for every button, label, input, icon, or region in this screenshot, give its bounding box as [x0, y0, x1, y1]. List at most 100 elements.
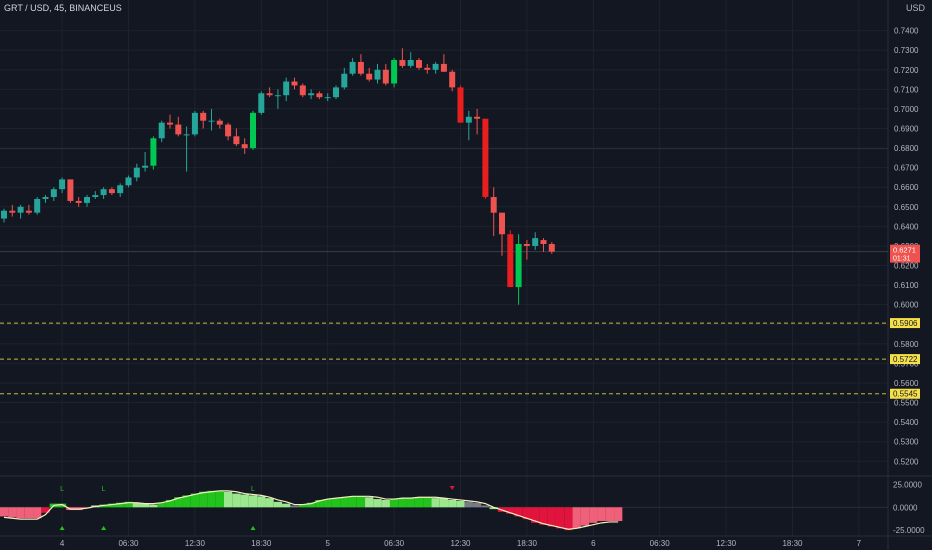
candle-body: [532, 238, 539, 246]
candle-body: [490, 197, 497, 213]
oscillator-bar: [398, 498, 407, 508]
price-tick-label: 0.6100: [894, 281, 919, 290]
candle-body: [158, 122, 165, 139]
oscillator-bar: [522, 507, 532, 520]
candle-body: [258, 93, 265, 113]
oscillator-bar: [365, 497, 374, 508]
countdown-label: 01:31: [893, 256, 911, 263]
oscillator-bar: [423, 497, 432, 508]
price-tick-label: 0.5600: [894, 379, 919, 388]
price-tick-label: 0.6400: [894, 222, 919, 231]
candle-body: [399, 60, 406, 66]
short-marker-arrow: [449, 486, 455, 490]
time-tick-label: 6: [591, 539, 596, 548]
long-marker-arrow: [59, 526, 65, 530]
oscillator-bar: [448, 499, 457, 508]
price-tick-label: 0.5200: [894, 457, 919, 466]
oscillator-bar: [273, 501, 283, 508]
candle-body: [523, 244, 530, 246]
oscillator-bar: [431, 498, 440, 508]
candle-body: [191, 112, 198, 135]
last-price-label: 0.6271: [893, 246, 916, 255]
candle-body: [382, 69, 389, 84]
oscillator-bar: [406, 498, 415, 508]
candle-body: [299, 85, 306, 96]
oscillator-bar: [580, 507, 590, 526]
oscillator-bar: [472, 502, 482, 508]
oscillator-tick-label: 25.0000: [893, 480, 922, 489]
time-tick-label: 4: [60, 539, 65, 548]
oscillator-bar: [199, 491, 208, 508]
oscillator-bar: [16, 507, 25, 519]
oscillator-bar: [174, 497, 183, 508]
candle-body: [108, 189, 115, 194]
oscillator-bar: [207, 490, 216, 508]
candle-body: [440, 63, 447, 72]
price-tick-label: 0.6700: [894, 164, 919, 173]
oscillator-bar: [348, 496, 357, 508]
oscillator-bar: [555, 507, 565, 529]
price-tick-label: 0.7400: [894, 27, 919, 36]
oscillator-bar: [589, 507, 598, 523]
price-tick-label: 0.6500: [894, 203, 919, 212]
oscillator-bar: [232, 493, 241, 508]
oscillator-bar: [481, 505, 490, 508]
price-tick-label: 0.6000: [894, 301, 919, 310]
candle-body: [17, 206, 24, 213]
price-tick-label: 0.6600: [894, 183, 919, 192]
candle-body: [274, 95, 281, 97]
oscillator-bar: [381, 499, 390, 508]
oscillator-bar: [315, 499, 324, 508]
candle-body: [391, 60, 398, 84]
time-tick-label: 06:30: [384, 539, 405, 548]
oscillator-bar: [373, 499, 382, 508]
candle-body: [333, 87, 339, 98]
candle-body: [75, 200, 82, 203]
candle-body: [266, 93, 273, 96]
candle-body: [416, 60, 422, 68]
oscillator-bar: [340, 497, 349, 508]
oscillator-bar: [605, 507, 615, 522]
symbol-title[interactable]: GRT / USD, 45, BINANCEUS: [4, 3, 122, 13]
price-tick-label: 0.6900: [894, 125, 919, 134]
time-axis[interactable]: 4 06:30 12:30 18:30 5 06:30 12:30 18:30 6 06:30 12…: [60, 539, 862, 548]
oscillator-bar: [539, 507, 548, 525]
candle-body: [374, 69, 381, 80]
time-tick-label: 18:30: [782, 539, 803, 548]
oscillator-bar: [282, 503, 291, 508]
candles: [1, 48, 555, 305]
oscillator-bar: [0, 507, 9, 517]
time-tick-label: 06:30: [650, 539, 671, 548]
oscillator-bar: [331, 498, 341, 508]
oscillator-bar: [298, 504, 307, 508]
price-tick-label: 0.7000: [894, 105, 919, 114]
oscillator-bar: [464, 501, 473, 508]
candle-body: [291, 81, 298, 86]
price-tick-label: 0.5500: [894, 399, 919, 408]
candle-body: [9, 210, 16, 213]
candle-body: [167, 122, 173, 125]
oscillator-bar: [306, 502, 316, 508]
candle-body: [225, 124, 232, 137]
candle-body: [482, 118, 489, 198]
candle-body: [349, 61, 356, 74]
level-label: 0.5545: [893, 390, 918, 399]
oscillator-bar: [265, 498, 274, 508]
oscillator-bar: [107, 503, 117, 508]
oscillator-bar: [439, 498, 449, 508]
candle-body: [341, 73, 348, 88]
candle-body: [183, 134, 190, 136]
oscillator-bar: [157, 502, 166, 508]
price-tick-label: 0.7300: [894, 46, 919, 55]
candle-body: [67, 179, 74, 201]
time-tick-label: 06:30: [118, 539, 139, 548]
price-tick-label: 0.7200: [894, 66, 919, 75]
level-label-bg: [890, 388, 920, 399]
candle-body: [125, 177, 132, 186]
oscillator-bar: [547, 507, 556, 527]
oscillator-bar: [290, 505, 299, 508]
